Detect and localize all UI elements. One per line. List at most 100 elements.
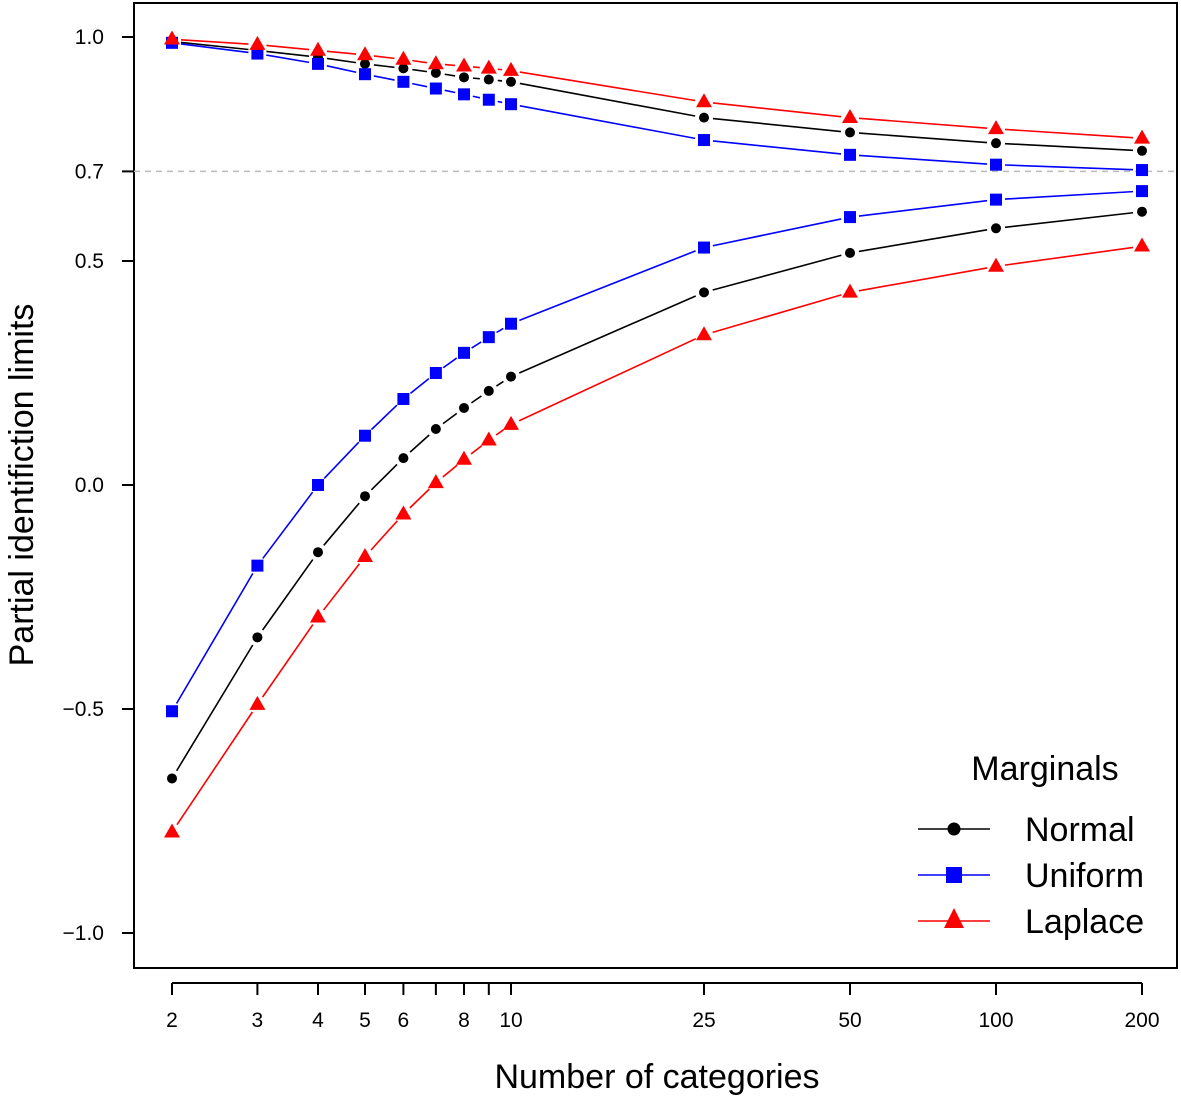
legend-title: Marginals [971,750,1118,788]
series-segment [266,44,310,51]
series-segment [373,75,395,81]
series-segment [323,441,360,480]
plot-frame [133,2,1178,969]
data-point-triangle [455,57,472,72]
legend-label-laplace: Laplace [1025,903,1144,941]
data-point-square [359,68,372,81]
series-segment [373,55,395,60]
series-segment [266,54,310,64]
data-point-circle [360,491,371,502]
series-segment [472,95,481,99]
series-segment [326,65,357,74]
series-segment [180,43,249,54]
series-segment [262,491,314,559]
data-point-square [311,57,324,70]
series-segment [442,412,458,425]
series-segment [261,559,314,631]
series-segment [518,295,697,374]
series-segment [409,377,430,394]
data-point-circle [252,632,263,643]
series-segment [444,73,456,77]
data-point-triangle [503,61,520,76]
data-point-triangle [842,283,859,298]
data-point-triangle [249,695,266,710]
data-point-circle [167,773,177,784]
y-axis: 1.0 0.7 0.5 0.0 −0.5 −1.0 [63,26,134,945]
series-segment [412,82,428,88]
data-point-triangle [480,59,497,74]
data-point-circle [458,402,469,413]
series-segment [370,463,398,491]
legend-marker-normal [947,822,961,836]
data-point-circle [506,76,517,87]
series-segment [1004,190,1134,200]
data-point-square [397,75,410,88]
data-point-triangle [357,46,374,61]
data-point-triangle [1134,237,1150,252]
y-axis-title: Partial identifiction limits [3,304,41,667]
data-point-circle [430,424,441,434]
data-point-triangle [696,326,713,341]
series-segment [497,100,503,104]
data-point-circle [430,67,441,78]
series-segment [444,63,456,67]
series-segment [322,563,361,611]
data-point-triangle [309,608,326,623]
series-segment [1004,142,1134,152]
x-tick-label: 100 [978,1009,1013,1032]
x-axis-title: Number of categories [494,1058,819,1096]
data-point-square [166,705,178,718]
legend: Marginals Normal Uniform Laplace [918,750,1144,941]
data-point-triangle [696,93,713,108]
data-point-square [429,82,442,95]
series-segment [180,41,249,51]
series-segment [180,39,249,45]
series-segment [495,380,504,387]
series-segment [470,445,483,455]
x-tick-label: 10 [499,1009,522,1032]
data-point-circle [1137,145,1147,156]
series-segment [858,229,988,253]
x-tick-label: 8 [458,1009,470,1032]
series-segment [519,250,696,322]
data-point-square [429,367,442,379]
data-point-circle [398,63,409,74]
series-segment [712,117,842,133]
x-tick-label: 5 [359,1009,371,1032]
series-segment [472,66,480,69]
series-segment [412,59,428,64]
series-segment [1004,164,1134,171]
series-segment [1004,128,1134,139]
data-point-triangle [455,450,472,465]
x-tick-label: 3 [252,1009,264,1032]
series-segment [519,82,696,117]
data-point-triangle [427,474,444,489]
data-point-triangle [480,431,497,446]
series-segment [495,429,505,436]
data-point-triangle [395,505,412,520]
series-segment [1004,246,1134,266]
data-point-triangle [988,257,1005,272]
data-point-triangle [164,823,180,838]
series-segment [442,357,458,369]
data-point-triangle [395,50,412,65]
series-segment [175,644,254,772]
data-point-square [482,93,495,106]
series-layer [164,30,1150,838]
data-point-square [1136,185,1148,198]
data-point-circle [506,371,517,382]
series-segment [370,520,398,551]
series-segment [470,395,482,404]
series-segment [370,404,398,431]
data-point-square [505,317,518,330]
series-segment [176,711,254,826]
data-point-triangle [249,35,266,50]
series-segment [712,254,842,291]
data-point-circle [991,223,1002,234]
y-tick-label: −1.0 [63,922,104,945]
data-point-square [505,98,518,111]
data-point-circle [483,385,494,396]
data-point-triangle [164,30,180,45]
data-point-triangle [1134,129,1150,144]
